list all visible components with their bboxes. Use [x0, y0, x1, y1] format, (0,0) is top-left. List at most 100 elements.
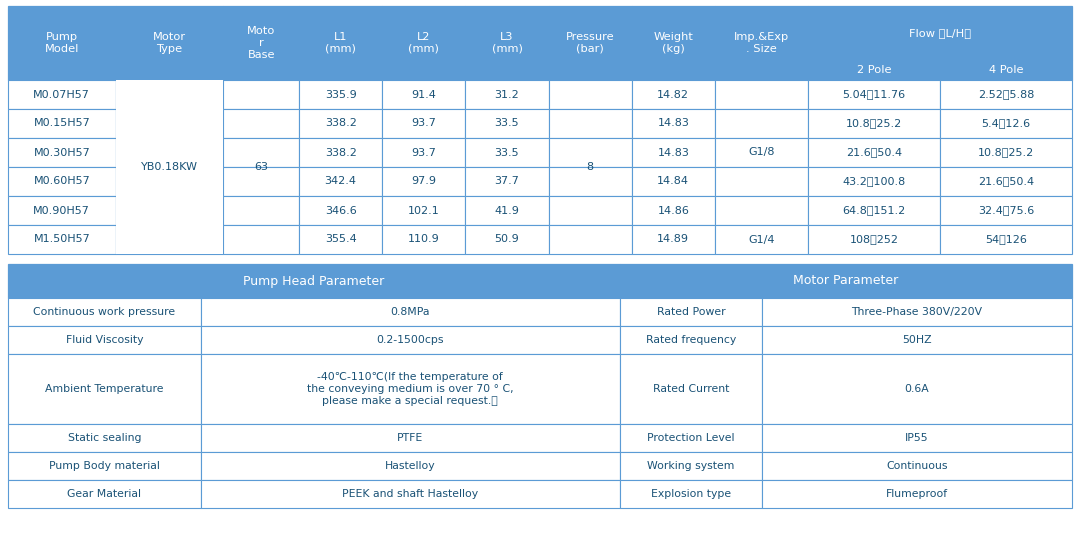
Text: Explosion type: Explosion type: [651, 489, 731, 499]
Bar: [940, 109, 1072, 138]
Text: -40℃-110℃(If the temperature of
the conveying medium is over 70 ° C,
please make: -40℃-110℃(If the temperature of the conv…: [307, 372, 514, 406]
Text: 338.2: 338.2: [325, 118, 356, 128]
Bar: [116, 109, 224, 138]
Text: 54～126: 54～126: [985, 234, 1027, 245]
Text: 41.9: 41.9: [495, 205, 519, 216]
Bar: [8, 80, 116, 109]
Bar: [762, 452, 1072, 480]
Bar: [8, 354, 201, 424]
Bar: [8, 424, 201, 452]
Text: 31.2: 31.2: [495, 90, 519, 99]
Text: Weight
(kg): Weight (kg): [653, 32, 693, 54]
Text: 102.1: 102.1: [408, 205, 440, 216]
Bar: [382, 225, 465, 254]
Bar: [8, 480, 201, 508]
Bar: [549, 138, 632, 167]
Bar: [620, 452, 762, 480]
Bar: [620, 326, 762, 354]
Bar: [808, 196, 940, 225]
Bar: [465, 80, 549, 109]
Bar: [8, 452, 201, 480]
Bar: [715, 196, 808, 225]
Bar: [8, 109, 116, 138]
Text: Rated Power: Rated Power: [657, 307, 726, 317]
Text: G1/8: G1/8: [748, 147, 774, 157]
Bar: [8, 138, 116, 167]
Text: 335.9: 335.9: [325, 90, 356, 99]
Bar: [808, 6, 1072, 60]
Text: 21.6～50.4: 21.6～50.4: [977, 176, 1034, 187]
Text: M0.30H57: M0.30H57: [33, 147, 91, 157]
Text: Pressure
(bar): Pressure (bar): [566, 32, 615, 54]
Text: Protection Level: Protection Level: [647, 433, 734, 443]
Bar: [299, 138, 382, 167]
Text: 5.04～11.76: 5.04～11.76: [842, 90, 905, 99]
Bar: [549, 167, 632, 196]
Bar: [382, 6, 465, 80]
Bar: [620, 298, 762, 326]
Bar: [940, 60, 1072, 80]
Text: 63: 63: [254, 162, 268, 172]
Bar: [8, 167, 116, 196]
Bar: [299, 6, 382, 80]
Bar: [620, 264, 1072, 298]
Text: 33.5: 33.5: [495, 147, 519, 157]
Text: Flumeproof: Flumeproof: [886, 489, 948, 499]
Bar: [632, 109, 715, 138]
Bar: [382, 196, 465, 225]
Bar: [715, 167, 808, 196]
Bar: [201, 298, 620, 326]
Bar: [715, 80, 808, 109]
Text: Working system: Working system: [647, 461, 734, 471]
Text: 10.8～25.2: 10.8～25.2: [846, 118, 902, 128]
Bar: [201, 480, 620, 508]
Text: 0.2-1500cps: 0.2-1500cps: [377, 335, 444, 345]
Bar: [116, 196, 224, 225]
Text: 32.4～75.6: 32.4～75.6: [977, 205, 1034, 216]
Bar: [201, 326, 620, 354]
Text: L2
(mm): L2 (mm): [408, 32, 440, 54]
Text: 8: 8: [586, 162, 594, 172]
Text: 64.8～151.2: 64.8～151.2: [842, 205, 905, 216]
Text: Motor Parameter: Motor Parameter: [794, 275, 899, 288]
Text: Pump Body material: Pump Body material: [49, 461, 160, 471]
Text: Pump
Model: Pump Model: [44, 32, 79, 54]
Bar: [620, 480, 762, 508]
Text: Moto
r
Base: Moto r Base: [247, 26, 275, 60]
Bar: [620, 424, 762, 452]
Bar: [224, 109, 299, 138]
Text: M0.60H57: M0.60H57: [33, 176, 91, 187]
Bar: [382, 167, 465, 196]
Text: 33.5: 33.5: [495, 118, 519, 128]
Bar: [8, 326, 201, 354]
Text: Static sealing: Static sealing: [68, 433, 141, 443]
Bar: [940, 167, 1072, 196]
Bar: [382, 138, 465, 167]
Text: YB0.18KW: YB0.18KW: [140, 162, 198, 172]
Bar: [940, 80, 1072, 109]
Bar: [201, 452, 620, 480]
Bar: [549, 225, 632, 254]
Text: L1
(mm): L1 (mm): [325, 32, 356, 54]
Bar: [715, 138, 808, 167]
Bar: [299, 109, 382, 138]
Text: 50.9: 50.9: [495, 234, 519, 245]
Text: 14.86: 14.86: [658, 205, 689, 216]
Bar: [116, 138, 224, 167]
Text: 110.9: 110.9: [408, 234, 440, 245]
Bar: [632, 138, 715, 167]
Bar: [465, 109, 549, 138]
Text: 355.4: 355.4: [325, 234, 356, 245]
Bar: [116, 80, 224, 109]
Text: 10.8～25.2: 10.8～25.2: [977, 147, 1034, 157]
Text: Pump Head Parameter: Pump Head Parameter: [243, 275, 384, 288]
Bar: [808, 60, 940, 80]
Bar: [549, 196, 632, 225]
Text: 43.2～100.8: 43.2～100.8: [842, 176, 905, 187]
Text: Flow （L/H）: Flow （L/H）: [909, 28, 971, 38]
Bar: [224, 80, 299, 109]
Bar: [224, 138, 299, 167]
Text: 91.4: 91.4: [411, 90, 436, 99]
Text: PTFE: PTFE: [397, 433, 423, 443]
Bar: [549, 6, 632, 80]
